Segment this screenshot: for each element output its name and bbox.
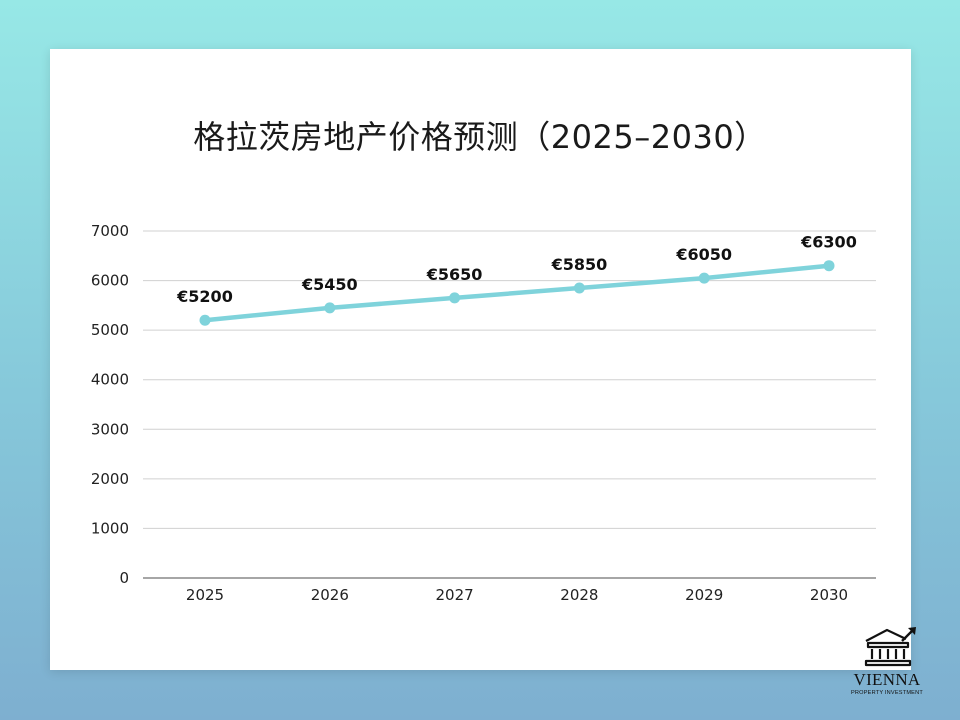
chart-title: 格拉茨房地产价格预测（2025–2030）: [193, 118, 767, 156]
logo-name: VIENNA: [853, 670, 921, 689]
data-labels: €5200 €5450 €5650 €5850 €6050 €6300: [176, 233, 857, 307]
logo-subtitle: PROPERTY INVESTMENT: [851, 690, 923, 696]
x-tick-label: 2030: [810, 586, 848, 604]
series-line: [202, 263, 832, 323]
x-axis-ticks: 2025 2026 2027 2028 2029 2030: [186, 586, 848, 604]
data-label: €6300: [800, 233, 857, 252]
x-tick-label: 2027: [436, 586, 474, 604]
y-tick-label: 7000: [91, 222, 129, 240]
x-tick-label: 2025: [186, 586, 224, 604]
y-axis-ticks: 0 1000 2000 3000 4000 5000 6000 7000: [91, 222, 129, 587]
y-tick-label: 2000: [91, 470, 129, 488]
data-label: €5650: [426, 265, 483, 284]
y-tick-label: 6000: [91, 272, 129, 290]
data-point: [199, 314, 211, 326]
y-tick-label: 4000: [91, 371, 129, 389]
data-point: [698, 272, 710, 284]
grid-lines: [143, 230, 876, 579]
data-label: €5200: [176, 287, 233, 306]
data-point: [823, 260, 835, 272]
y-tick-label: 0: [119, 569, 129, 587]
chart-card: [50, 49, 911, 670]
y-tick-label: 5000: [91, 321, 129, 339]
data-label: €5850: [551, 255, 608, 274]
series-layer: [199, 260, 835, 326]
data-point: [324, 302, 336, 314]
y-tick-label: 1000: [91, 519, 129, 537]
y-tick-label: 3000: [91, 420, 129, 438]
data-label: €5450: [301, 275, 358, 294]
x-tick-label: 2028: [560, 586, 598, 604]
data-label: €6050: [675, 245, 732, 264]
bank-building-icon: [864, 627, 916, 667]
data-point: [573, 282, 585, 294]
x-tick-label: 2026: [311, 586, 349, 604]
data-point: [449, 292, 461, 304]
vienna-logo: VIENNA PROPERTY INVESTMENT: [844, 624, 930, 704]
x-tick-label: 2029: [685, 586, 723, 604]
